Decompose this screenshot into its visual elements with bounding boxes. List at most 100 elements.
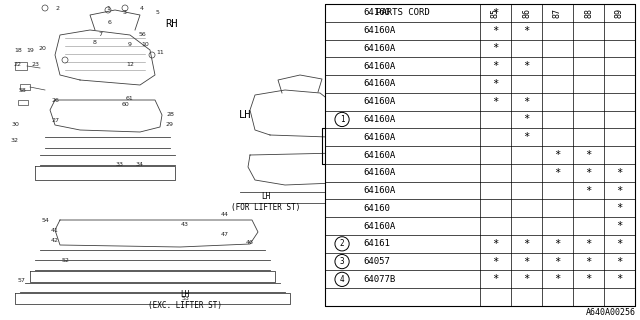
Text: 64077B: 64077B: [363, 275, 396, 284]
Text: 89: 89: [615, 8, 624, 18]
Text: 3: 3: [123, 10, 127, 14]
Text: *: *: [524, 61, 530, 71]
Text: *: *: [586, 168, 591, 178]
Text: *: *: [492, 26, 499, 36]
Text: *: *: [586, 150, 591, 160]
Text: 58: 58: [18, 87, 26, 92]
Text: 42: 42: [51, 237, 59, 243]
Text: *: *: [492, 8, 499, 18]
Circle shape: [335, 237, 349, 251]
Text: 23: 23: [31, 62, 39, 68]
Text: 64160: 64160: [363, 8, 390, 17]
Circle shape: [335, 254, 349, 269]
Text: *: *: [554, 150, 561, 160]
Text: 64160A: 64160A: [363, 97, 396, 106]
Text: *: *: [492, 97, 499, 107]
Text: 64160A: 64160A: [363, 168, 396, 177]
Text: 64160A: 64160A: [363, 79, 396, 88]
Bar: [20, 84, 30, 90]
Text: *: *: [524, 97, 530, 107]
Text: 30: 30: [11, 123, 19, 127]
Text: 4: 4: [140, 5, 144, 11]
Text: 29: 29: [166, 123, 174, 127]
Text: *: *: [616, 274, 623, 284]
Circle shape: [335, 272, 349, 286]
Text: 43: 43: [181, 222, 189, 228]
Text: *: *: [586, 274, 591, 284]
Text: 32: 32: [11, 138, 19, 142]
Text: PARTS CORD: PARTS CORD: [376, 8, 429, 17]
Text: 44: 44: [221, 212, 229, 218]
Text: 64160A: 64160A: [363, 44, 396, 53]
Text: 10: 10: [141, 43, 149, 47]
Text: 64161: 64161: [363, 239, 390, 248]
Text: 60: 60: [121, 102, 129, 108]
Text: 34: 34: [136, 163, 144, 167]
Text: *: *: [492, 257, 499, 267]
Text: *: *: [616, 186, 623, 196]
Text: LH: LH: [239, 110, 252, 120]
Text: 11: 11: [156, 50, 164, 54]
Text: *: *: [524, 115, 530, 124]
Text: 57: 57: [18, 277, 26, 283]
Text: 47: 47: [221, 233, 229, 237]
Text: 56: 56: [138, 33, 146, 37]
Text: 5: 5: [156, 10, 160, 14]
Text: 64160A: 64160A: [363, 133, 396, 142]
Text: 2: 2: [56, 5, 60, 11]
Bar: [18, 100, 28, 105]
Text: 1: 1: [340, 115, 344, 124]
Text: 64160A: 64160A: [363, 150, 396, 159]
Text: 61: 61: [126, 95, 134, 100]
Text: 9: 9: [128, 43, 132, 47]
Bar: [15, 62, 27, 70]
Text: 64160A: 64160A: [363, 221, 396, 230]
Text: *: *: [554, 239, 561, 249]
Text: 46: 46: [246, 239, 254, 244]
Text: 64160A: 64160A: [363, 62, 396, 71]
Text: *: *: [554, 168, 561, 178]
Text: 4: 4: [340, 275, 344, 284]
Text: *: *: [492, 61, 499, 71]
Text: *: *: [492, 274, 499, 284]
Text: 64160: 64160: [363, 204, 390, 213]
Text: 53: 53: [181, 295, 189, 300]
Text: 26: 26: [51, 98, 59, 102]
Text: 52: 52: [61, 258, 69, 262]
Text: 64057: 64057: [363, 257, 390, 266]
Text: 22: 22: [14, 62, 22, 68]
Text: 7: 7: [98, 33, 102, 37]
Text: 12: 12: [126, 62, 134, 68]
Text: 86: 86: [522, 8, 531, 18]
Text: 87: 87: [553, 8, 562, 18]
Text: *: *: [586, 257, 591, 267]
Text: *: *: [524, 257, 530, 267]
Text: 1: 1: [106, 5, 110, 11]
Text: *: *: [524, 132, 530, 142]
Text: A640A00256: A640A00256: [586, 308, 636, 317]
Text: 27: 27: [51, 117, 59, 123]
Text: 2: 2: [340, 239, 344, 248]
Text: RH: RH: [166, 19, 179, 29]
Text: 64160A: 64160A: [363, 26, 396, 35]
Text: *: *: [554, 274, 561, 284]
Text: *: *: [616, 257, 623, 267]
Text: 6: 6: [108, 20, 112, 25]
Text: 28: 28: [166, 113, 174, 117]
Text: *: *: [524, 239, 530, 249]
Text: *: *: [586, 239, 591, 249]
Text: *: *: [616, 168, 623, 178]
Text: 88: 88: [584, 8, 593, 18]
Text: *: *: [524, 26, 530, 36]
Text: 33: 33: [116, 163, 124, 167]
Text: 3: 3: [340, 257, 344, 266]
Text: 8: 8: [93, 39, 97, 44]
Circle shape: [335, 112, 349, 127]
Text: 18: 18: [14, 47, 22, 52]
Text: 20: 20: [38, 45, 46, 51]
Text: LH
(EXC. LIFTER ST): LH (EXC. LIFTER ST): [148, 290, 222, 310]
Bar: [325, 4, 635, 306]
Text: *: *: [554, 257, 561, 267]
Text: *: *: [492, 79, 499, 89]
Text: 19: 19: [26, 47, 34, 52]
